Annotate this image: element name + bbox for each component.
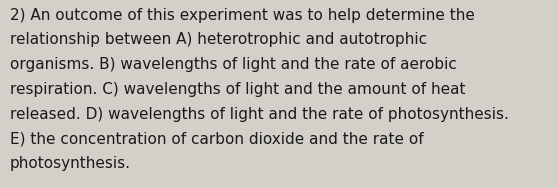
Text: released. D) wavelengths of light and the rate of photosynthesis.: released. D) wavelengths of light and th… [10,107,509,122]
Text: photosynthesis.: photosynthesis. [10,156,131,171]
Text: E) the concentration of carbon dioxide and the rate of: E) the concentration of carbon dioxide a… [10,132,424,147]
Text: organisms. B) wavelengths of light and the rate of aerobic: organisms. B) wavelengths of light and t… [10,57,457,72]
Text: 2) An outcome of this experiment was to help determine the: 2) An outcome of this experiment was to … [10,8,475,23]
Text: relationship between A) heterotrophic and autotrophic: relationship between A) heterotrophic an… [10,32,427,47]
Text: respiration. C) wavelengths of light and the amount of heat: respiration. C) wavelengths of light and… [10,82,465,97]
